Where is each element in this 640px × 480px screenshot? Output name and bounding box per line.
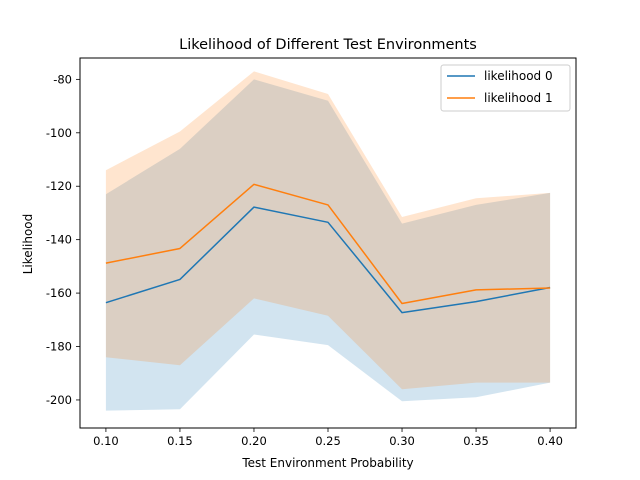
x-tick-label: 0.30: [389, 434, 415, 448]
band-series-1: [105, 71, 551, 390]
y-tick-label: -160: [46, 286, 72, 300]
y-axis-label: Likelihood: [21, 214, 35, 275]
y-tick-label: -80: [53, 72, 72, 86]
legend-label-series-1: likelihood 1: [484, 91, 553, 105]
legend: likelihood 0 likelihood 1: [440, 64, 571, 112]
band-series-0: [105, 79, 551, 411]
x-tick-label: 0.20: [241, 434, 267, 448]
line-series-0: [105, 206, 551, 314]
x-tick-label: 0.35: [463, 434, 489, 448]
x-tick-label: 0.10: [93, 434, 119, 448]
plot-area: [105, 71, 551, 411]
y-tick-label: -120: [46, 179, 72, 193]
chart-title: Likelihood of Different Test Environment…: [179, 37, 477, 53]
y-tick-label: -140: [46, 233, 72, 247]
y-tick-label: -200: [46, 393, 72, 407]
line-series-1: [105, 183, 551, 305]
y-tick-label: -100: [46, 126, 72, 140]
x-axis-label: Test Environment Probability: [241, 456, 413, 470]
y-tick-label: -180: [46, 340, 72, 354]
x-tick-label: 0.15: [167, 434, 193, 448]
x-tick-label: 0.40: [537, 434, 563, 448]
x-tick-label: 0.25: [315, 434, 341, 448]
axes: 0.10 0.15 0.20 0.25 0.30 0.35 0.40 -80 -100 -120 -…: [46, 57, 577, 448]
legend-label-series-0: likelihood 0: [484, 69, 553, 83]
